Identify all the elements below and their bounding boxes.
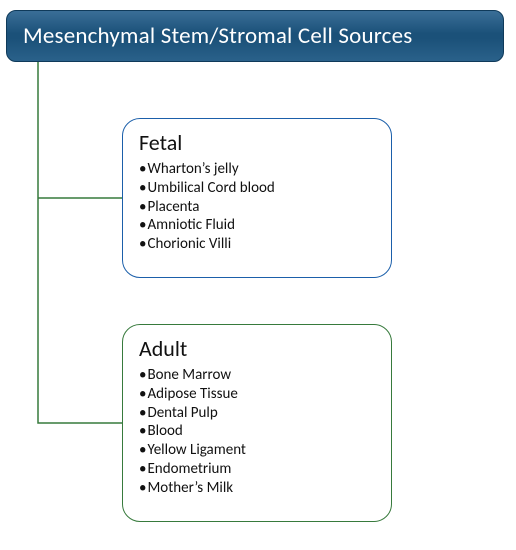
category-box-adult: Adult Bone MarrowAdipose TissueDental Pu… — [122, 324, 392, 522]
category-box-fetal: Fetal Wharton’s jellyUmbilical Cord bloo… — [122, 118, 392, 278]
bullet-item: Umbilical Cord blood — [139, 179, 375, 198]
bullet-item: Mother’s Milk — [139, 479, 375, 498]
header-box: Mesenchymal Stem/Stromal Cell Sources — [6, 10, 504, 62]
bullet-list-fetal: Wharton’s jellyUmbilical Cord bloodPlace… — [139, 160, 375, 254]
header-title: Mesenchymal Stem/Stromal Cell Sources — [23, 22, 412, 50]
bullet-item: Blood — [139, 422, 375, 441]
bullet-item: Amniotic Fluid — [139, 216, 375, 235]
bullet-item: Bone Marrow — [139, 366, 375, 385]
bullet-item: Adipose Tissue — [139, 385, 375, 404]
bullet-item: Endometrium — [139, 460, 375, 479]
bullet-item: Wharton’s jelly — [139, 160, 375, 179]
category-title-adult: Adult — [139, 335, 375, 362]
bullet-list-adult: Bone MarrowAdipose TissueDental PulpBloo… — [139, 366, 375, 497]
category-title-fetal: Fetal — [139, 129, 375, 156]
bullet-item: Chorionic Villi — [139, 235, 375, 254]
bullet-item: Yellow Ligament — [139, 441, 375, 460]
bullet-item: Placenta — [139, 198, 375, 217]
bullet-item: Dental Pulp — [139, 404, 375, 423]
